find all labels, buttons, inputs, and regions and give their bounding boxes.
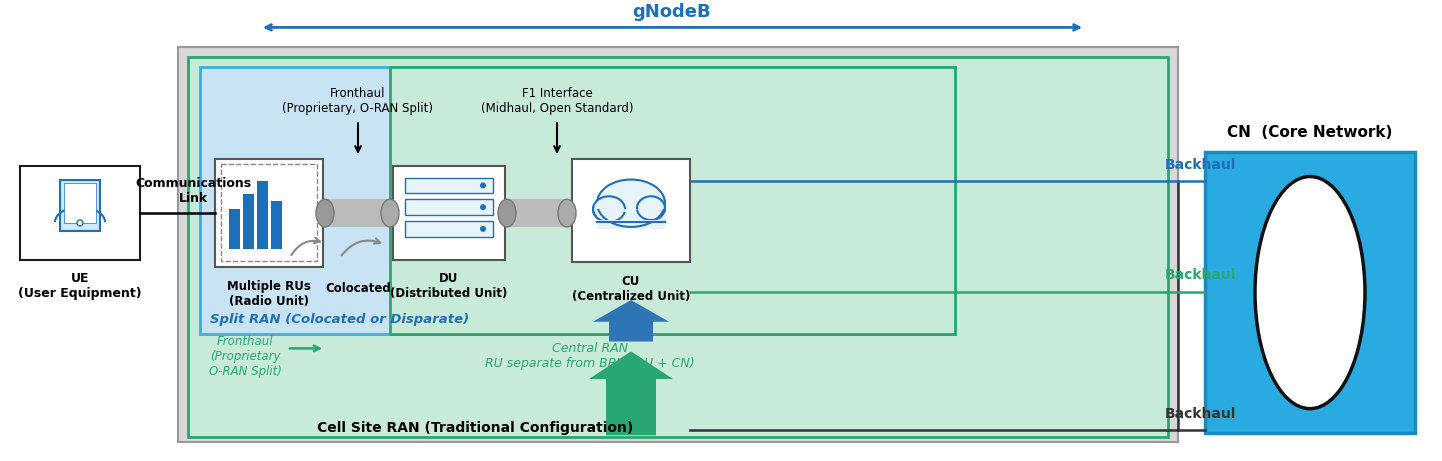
Text: CU
(Centralized Unit): CU (Centralized Unit) [572,275,691,303]
Ellipse shape [597,179,665,227]
Text: F1 Interface
(Midhaul, Open Standard): F1 Interface (Midhaul, Open Standard) [480,88,633,116]
Text: DU
(Distributed Unit): DU (Distributed Unit) [391,272,508,301]
Text: Backhaul: Backhaul [1164,268,1236,282]
Text: UE
(User Equipment): UE (User Equipment) [19,272,141,301]
Bar [405,221,493,237]
Ellipse shape [1255,177,1366,408]
Bar [405,199,493,215]
Bar [257,182,268,248]
Ellipse shape [480,226,486,232]
Bar [63,183,97,223]
Text: Colocated: Colocated [324,282,391,295]
Text: CN  (Core Network): CN (Core Network) [1227,125,1393,140]
Bar [20,165,140,260]
Ellipse shape [316,199,335,227]
Text: gNodeB: gNodeB [633,4,711,22]
Bar [61,179,99,231]
Bar [221,164,317,260]
Bar [1206,152,1415,433]
Bar [389,67,955,334]
Bar [229,209,239,248]
Bar [177,47,1178,442]
Bar [508,199,567,227]
Text: Central RAN
RU separate from BBU (DU + CN): Central RAN RU separate from BBU (DU + C… [485,343,695,370]
Bar [200,67,955,334]
Text: Multiple RUs
(Radio Unit): Multiple RUs (Radio Unit) [226,280,311,308]
Bar [187,57,1168,437]
Ellipse shape [480,183,486,189]
Polygon shape [588,351,673,435]
Ellipse shape [558,199,575,227]
Text: Backhaul: Backhaul [1164,407,1236,420]
Bar [597,209,665,229]
Text: Fronthaul
(Proprietary, O-RAN Split): Fronthaul (Proprietary, O-RAN Split) [283,88,434,116]
Bar [215,159,323,267]
Bar [244,195,254,248]
Ellipse shape [593,196,624,222]
Bar [405,177,493,193]
Ellipse shape [637,196,665,220]
Text: Communications
Link: Communications Link [136,177,251,205]
Ellipse shape [480,204,486,210]
Bar [324,199,389,227]
Text: Split RAN (Colocated or Disparate): Split RAN (Colocated or Disparate) [211,313,470,326]
Text: Backhaul: Backhaul [1164,158,1236,171]
Bar [572,159,691,262]
Ellipse shape [381,199,399,227]
Text: Cell Site RAN (Traditional Configuration): Cell Site RAN (Traditional Configuration… [317,421,633,435]
Ellipse shape [497,199,516,227]
Bar [271,201,283,248]
Ellipse shape [76,220,84,226]
Text: Fronthaul
(Proprietary
O-RAN Split): Fronthaul (Proprietary O-RAN Split) [209,335,281,378]
Polygon shape [593,300,669,342]
Bar [394,165,505,260]
